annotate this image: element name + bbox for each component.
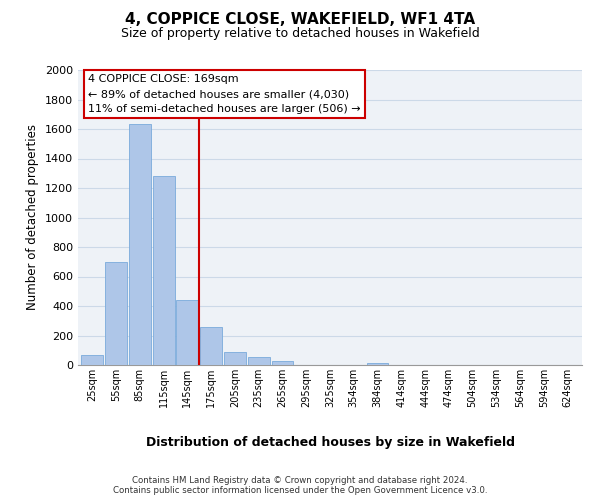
Bar (152, 176, 175, 365)
Text: 4 COPPICE CLOSE: 169sqm
← 89% of detached houses are smaller (4,030)
11% of semi: 4 COPPICE CLOSE: 169sqm ← 89% of detache… (88, 74, 361, 114)
Text: Size of property relative to detached houses in Wakefield: Size of property relative to detached ho… (121, 28, 479, 40)
Bar (200, 328, 222, 365)
Bar (129, 124, 151, 365)
Bar (367, 363, 388, 365)
Bar (82, 355, 103, 365)
Bar (272, 361, 293, 365)
Text: 4, COPPICE CLOSE, WAKEFIELD, WF1 4TA: 4, COPPICE CLOSE, WAKEFIELD, WF1 4TA (125, 12, 475, 28)
Bar (248, 358, 269, 365)
Bar (105, 262, 127, 365)
Y-axis label: Number of detached properties: Number of detached properties (26, 124, 40, 310)
Text: Distribution of detached houses by size in Wakefield: Distribution of detached houses by size … (146, 436, 515, 449)
Text: Contains HM Land Registry data © Crown copyright and database right 2024.
Contai: Contains HM Land Registry data © Crown c… (113, 476, 487, 495)
Bar (176, 300, 198, 365)
Bar (224, 352, 246, 365)
